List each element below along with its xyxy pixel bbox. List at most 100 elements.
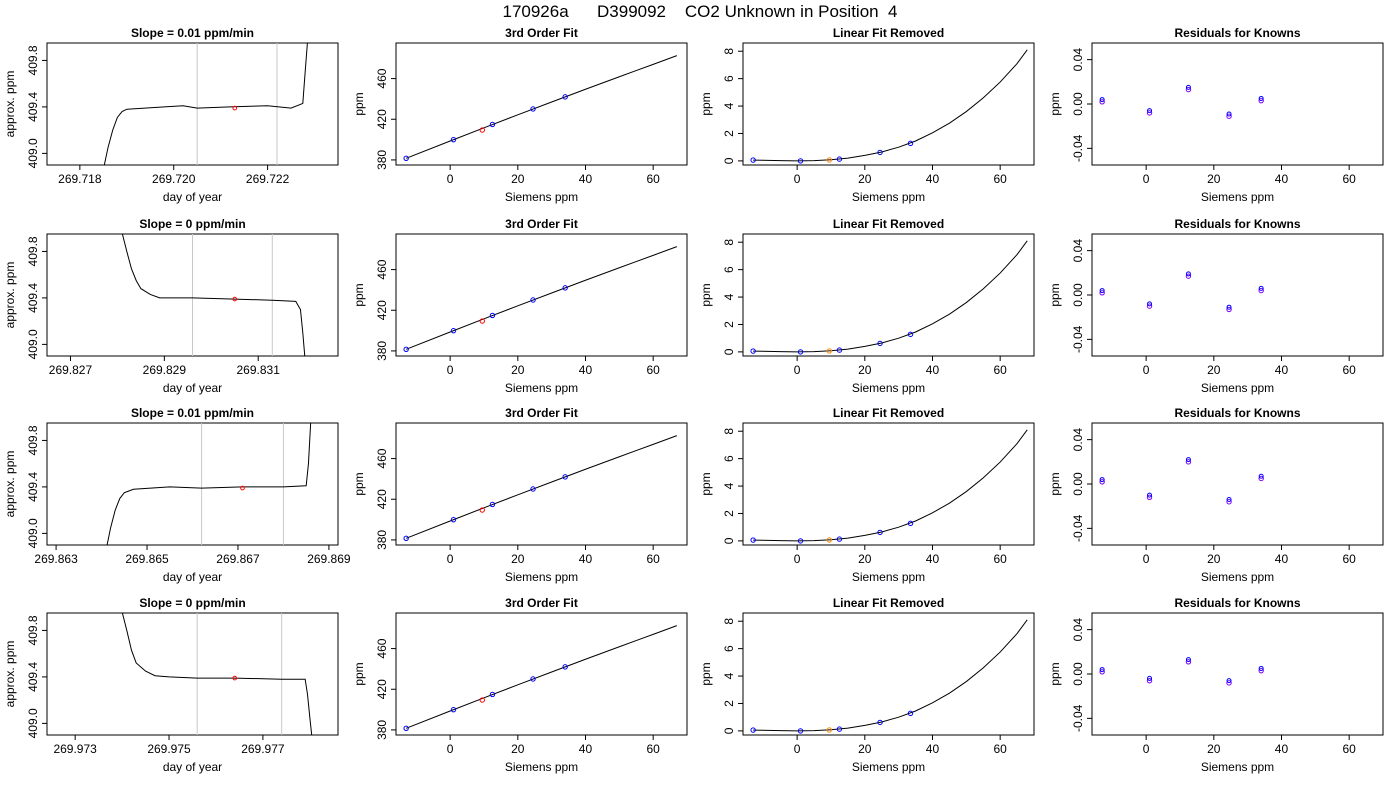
residual-point <box>1226 306 1232 313</box>
y-axis-label: ppm <box>1048 472 1062 495</box>
y-tick-label: 420 <box>375 300 389 320</box>
x-tick-label: 0 <box>447 172 454 186</box>
time-series-panel: Slope = 0.01 ppm/min day of year approx. p… <box>3 26 339 204</box>
x-tick-label: 60 <box>1342 552 1356 566</box>
residual-point <box>1226 680 1232 686</box>
known-standard-point <box>450 327 457 334</box>
y-tick-label: 2 <box>722 321 736 328</box>
y-tick-label: 420 <box>375 679 389 699</box>
y-tick-label: 6 <box>722 75 736 82</box>
panel-title: Linear Fit Removed <box>833 217 944 231</box>
y-tick-label: 0.00 <box>1071 283 1085 307</box>
x-tick-label: 40 <box>926 552 940 566</box>
y-tick-label: 409.4 <box>26 472 40 502</box>
x-axis-label: Siemens ppm <box>1201 190 1274 204</box>
x-tick-label: 0 <box>794 742 801 756</box>
y-tick-label: 6 <box>722 645 736 652</box>
unknown-sample-point <box>826 537 832 543</box>
plot-frame <box>742 233 1035 357</box>
y-axis-label: ppm <box>1048 92 1062 115</box>
x-tick-label: 269.829 <box>143 363 187 377</box>
y-tick-label: 0.04 <box>1071 48 1085 72</box>
plot-frame <box>46 612 339 736</box>
cubic-fit-panel: 3rd Order Fit Siemens ppm ppm 0 20 40 60 380 420… <box>352 217 688 395</box>
known-standard-point <box>530 676 536 682</box>
y-tick-label: 0.04 <box>1071 428 1085 452</box>
y-tick-label: 409.4 <box>26 283 40 313</box>
x-tick-label: 40 <box>1275 742 1289 756</box>
residuals-panel: Residuals for Knowns Siemens ppm ppm 0 20 40 6… <box>1048 26 1384 204</box>
unknown-sample-point <box>479 127 485 133</box>
x-axis-label: Siemens ppm <box>1201 760 1274 774</box>
plot-frame <box>395 422 688 546</box>
time-series-trace <box>121 613 313 735</box>
unknown-sample-point <box>232 675 238 681</box>
y-axis-label: approx. ppm <box>3 641 17 708</box>
y-tick-label: 0.00 <box>1071 662 1085 686</box>
y-tick-label: 0.00 <box>1071 472 1085 496</box>
residual-point <box>1185 271 1191 277</box>
x-tick-label: 60 <box>1342 742 1356 756</box>
x-tick-label: 0 <box>1143 742 1150 756</box>
x-tick-label: 269.977 <box>241 742 285 756</box>
known-standard-point <box>750 537 756 543</box>
fit-curve <box>405 55 678 159</box>
x-tick-label: 60 <box>993 552 1007 566</box>
known-standard-point <box>530 106 536 112</box>
panel-title: Linear Fit Removed <box>833 596 944 610</box>
y-tick-label: 460 <box>375 448 389 468</box>
y-tick-label: 4 <box>722 672 736 679</box>
x-axis-label: Siemens ppm <box>505 190 578 204</box>
residual-point <box>1146 494 1153 501</box>
x-axis-label: day of year <box>163 190 222 204</box>
residual-point <box>1185 657 1191 663</box>
x-axis-label: Siemens ppm <box>852 381 925 395</box>
y-tick-label: -0.04 <box>1071 325 1085 353</box>
x-tick-label: 20 <box>858 552 872 566</box>
linear-removed-panel: Linear Fit Removed Siemens ppm ppm 0 20 40 60 0… <box>699 406 1035 584</box>
plot-frame <box>395 612 688 736</box>
x-tick-label: 269.867 <box>216 552 260 566</box>
plot-frame <box>395 42 688 166</box>
residual-point <box>1099 667 1105 673</box>
x-tick-label: 20 <box>858 742 872 756</box>
residuals-panel: Residuals for Knowns Siemens ppm ppm 0 20 40 6… <box>1048 217 1384 395</box>
y-tick-label: 0.04 <box>1071 239 1085 263</box>
y-tick-label: 0 <box>722 157 736 164</box>
y-axis-label: ppm <box>1048 662 1062 685</box>
x-axis-label: Siemens ppm <box>1201 381 1274 395</box>
known-standard-point <box>450 516 457 523</box>
residuals-panel: Residuals for Knowns Siemens ppm ppm 0 20 40 6… <box>1048 596 1384 774</box>
y-tick-label: 8 <box>722 48 736 55</box>
x-tick-label: 269.865 <box>125 552 169 566</box>
known-standard-point <box>797 158 804 164</box>
residual-point <box>1146 303 1153 309</box>
plot-frame <box>395 233 688 357</box>
unknown-sample-point <box>479 318 485 324</box>
known-standard-point <box>907 140 914 147</box>
known-standard-point <box>403 155 409 161</box>
residuals-panel: Residuals for Knowns Siemens ppm ppm 0 20 40 6… <box>1048 406 1384 584</box>
x-tick-label: 20 <box>1207 363 1221 377</box>
y-tick-label: 409.8 <box>26 236 40 266</box>
y-tick-label: 380 <box>375 720 389 740</box>
known-standard-point <box>403 725 409 731</box>
fit-curve <box>405 625 678 729</box>
known-standard-point <box>530 486 536 492</box>
residual-point <box>1258 667 1264 674</box>
y-tick-label: 409.0 <box>26 708 40 738</box>
known-standard-point <box>907 331 914 338</box>
unknown-sample-point <box>232 105 238 111</box>
fit-curve <box>405 435 678 539</box>
linear-removed-panel: Linear Fit Removed Siemens ppm ppm 0 20 40 60 0… <box>699 217 1035 395</box>
y-tick-label: 4 <box>722 102 736 109</box>
y-axis-label: ppm <box>1048 283 1062 306</box>
y-tick-label: 460 <box>375 638 389 658</box>
x-axis-label: Siemens ppm <box>505 760 578 774</box>
y-tick-label: 6 <box>722 455 736 462</box>
x-tick-label: 60 <box>993 742 1007 756</box>
residual-point <box>1226 497 1232 503</box>
residual-point <box>1226 111 1232 117</box>
nonlinearity-curve <box>753 619 1028 732</box>
unknown-sample-point <box>232 296 238 302</box>
